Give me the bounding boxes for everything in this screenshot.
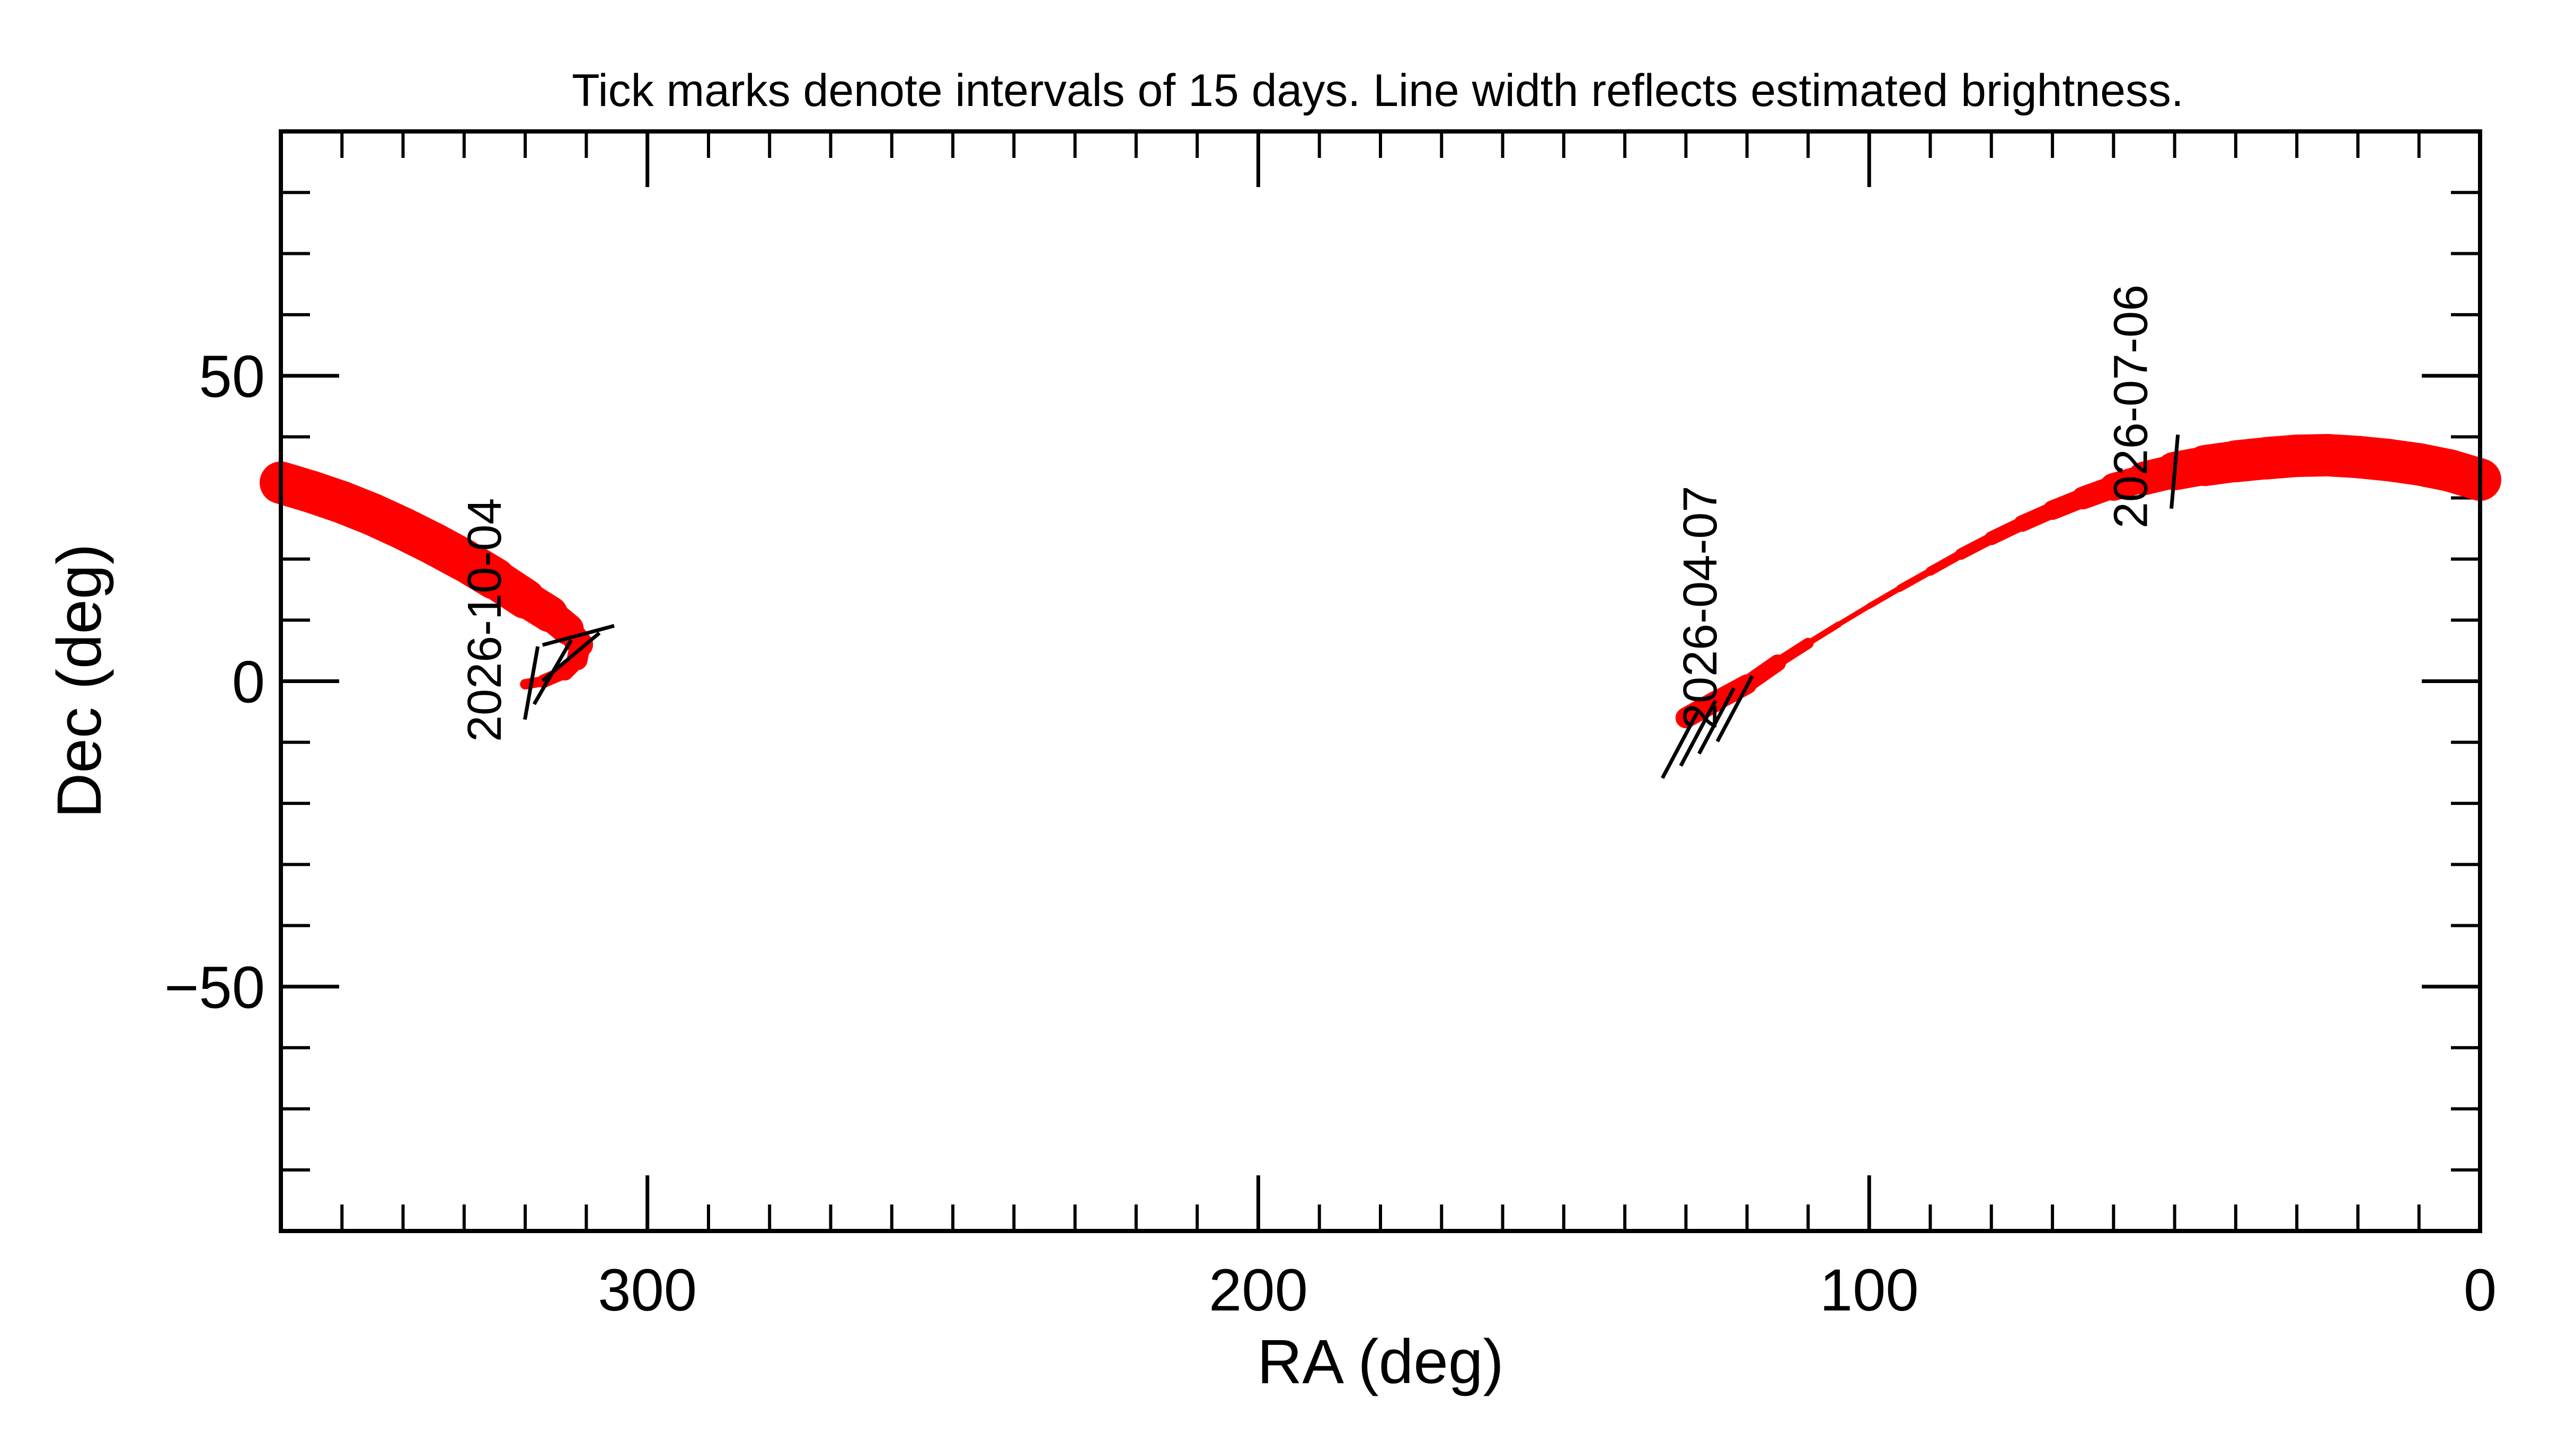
track-segment xyxy=(1955,532,1997,560)
date-tick-mark xyxy=(1679,699,1718,767)
x-axis-label: RA (deg) xyxy=(1257,1327,1504,1397)
track-segment xyxy=(520,676,549,690)
date-tick-mark xyxy=(1660,712,1699,779)
track-segment xyxy=(1675,690,1727,729)
y-tick-label: 0 xyxy=(232,649,265,715)
date-ticks xyxy=(523,435,2180,779)
x-tick-labels: 300 200 100 0 xyxy=(598,1257,2497,1323)
date-tick-mark xyxy=(523,646,540,720)
y-tick-label: −50 xyxy=(164,954,265,1021)
track-segment xyxy=(1836,603,1872,627)
date-tick-mark xyxy=(541,631,601,683)
x-tick-label: 200 xyxy=(1209,1257,1308,1323)
date-labels: 2026-10-04 2026-04-07 2026-07-06 xyxy=(458,285,2158,742)
track-segment xyxy=(1866,585,1903,609)
date-tick-mark xyxy=(2170,435,2180,509)
x-tick-label: 0 xyxy=(2464,1257,2497,1323)
plot-frame xyxy=(279,129,2482,1233)
x-tick-label: 300 xyxy=(598,1257,697,1323)
date-tick-mark xyxy=(1697,687,1736,755)
x-tick-label: 100 xyxy=(1820,1257,1919,1323)
chart-title: Tick marks denote intervals of 15 days. … xyxy=(572,65,2184,116)
date-tick-mark xyxy=(542,624,615,647)
minor-ticks xyxy=(279,130,2480,1233)
y-tick-label: 50 xyxy=(199,343,265,410)
date-label: 2026-10-04 xyxy=(458,498,511,742)
track-segment xyxy=(1925,550,1966,576)
date-label: 2026-04-07 xyxy=(1674,486,1727,730)
y-tick-labels: 50 0 −50 xyxy=(164,343,265,1021)
track-segment xyxy=(1896,568,1934,592)
track-segment xyxy=(1805,621,1842,646)
date-label: 2026-07-06 xyxy=(2105,285,2158,528)
date-tick-mark xyxy=(1715,675,1754,742)
y-axis-label: Dec (deg) xyxy=(45,544,114,818)
